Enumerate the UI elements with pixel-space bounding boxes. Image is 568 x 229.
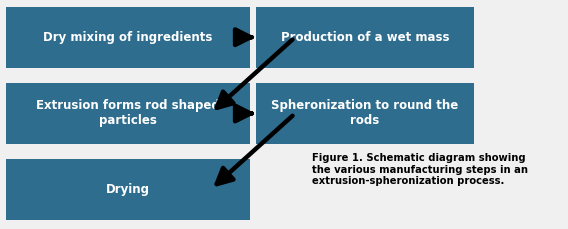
Text: Figure 1. Schematic diagram showing
the various manufacturing steps in an
extrus: Figure 1. Schematic diagram showing the … xyxy=(312,153,528,186)
FancyBboxPatch shape xyxy=(6,83,250,144)
Text: Spheronization to round the
rods: Spheronization to round the rods xyxy=(272,99,458,128)
Text: Production of a wet mass: Production of a wet mass xyxy=(281,31,449,44)
FancyBboxPatch shape xyxy=(256,7,474,68)
FancyBboxPatch shape xyxy=(256,83,474,144)
Text: Extrusion forms rod shaped
particles: Extrusion forms rod shaped particles xyxy=(36,99,220,128)
Text: Dry mixing of ingredients: Dry mixing of ingredients xyxy=(43,31,212,44)
FancyBboxPatch shape xyxy=(6,7,250,68)
Text: Drying: Drying xyxy=(106,183,150,196)
FancyBboxPatch shape xyxy=(6,159,250,220)
